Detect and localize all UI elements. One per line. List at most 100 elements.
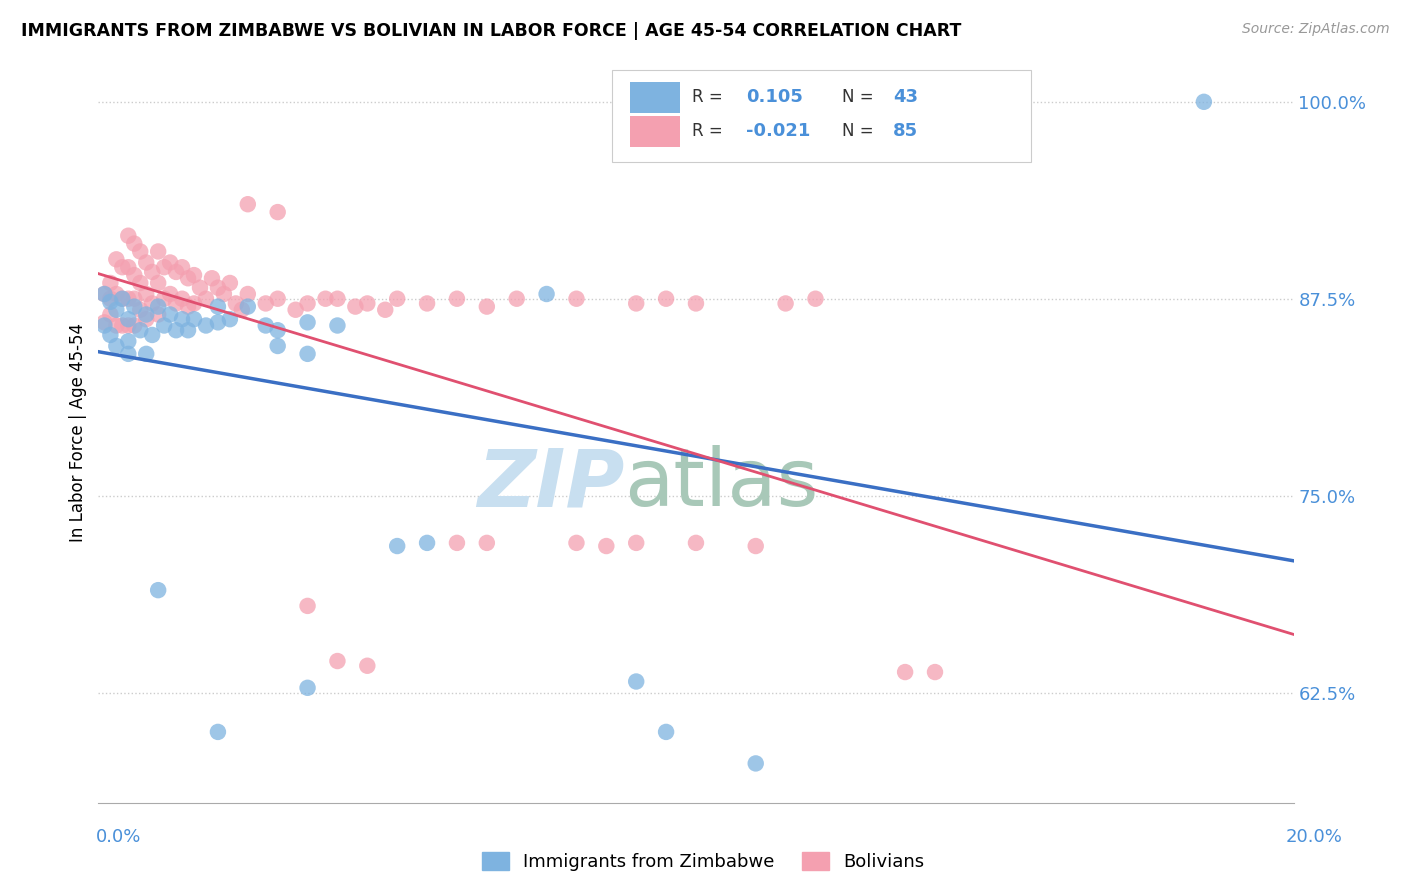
- Point: [141, 265, 163, 279]
- Point: [804, 292, 827, 306]
- Point: [565, 536, 588, 550]
- Point: [117, 347, 139, 361]
- Point: [124, 300, 146, 314]
- Point: [124, 318, 146, 333]
- Point: [626, 296, 648, 310]
- Point: [111, 318, 134, 333]
- Text: IMMIGRANTS FROM ZIMBABWE VS BOLIVIAN IN LABOR FORCE | AGE 45-54 CORRELATION CHAR: IMMIGRANTS FROM ZIMBABWE VS BOLIVIAN IN …: [21, 22, 962, 40]
- Point: [117, 228, 139, 243]
- Point: [385, 292, 409, 306]
- Point: [135, 312, 157, 326]
- Point: [595, 539, 617, 553]
- Point: [148, 300, 170, 314]
- Point: [93, 315, 115, 329]
- Point: [225, 296, 247, 310]
- Point: [93, 287, 115, 301]
- Text: 43: 43: [893, 88, 918, 106]
- Y-axis label: In Labor Force | Age 45-54: In Labor Force | Age 45-54: [69, 323, 87, 542]
- Point: [105, 302, 128, 317]
- Point: [135, 287, 157, 301]
- Point: [172, 260, 194, 275]
- Point: [267, 323, 290, 337]
- Point: [775, 296, 797, 310]
- Point: [565, 292, 588, 306]
- Point: [297, 315, 319, 329]
- Point: [153, 318, 176, 333]
- Text: R =: R =: [692, 88, 728, 106]
- Point: [98, 328, 122, 343]
- Point: [195, 292, 218, 306]
- Point: [207, 315, 229, 329]
- Point: [153, 292, 176, 306]
- Text: R =: R =: [692, 122, 728, 140]
- Point: [894, 665, 917, 679]
- Point: [745, 539, 768, 553]
- Text: -0.021: -0.021: [747, 122, 810, 140]
- Point: [105, 252, 128, 267]
- Point: [344, 300, 367, 314]
- Point: [165, 265, 187, 279]
- Point: [297, 681, 319, 695]
- Point: [135, 255, 157, 269]
- Point: [207, 725, 229, 739]
- Point: [148, 583, 170, 598]
- Text: 20.0%: 20.0%: [1286, 828, 1343, 846]
- Point: [326, 654, 349, 668]
- Point: [374, 302, 396, 317]
- Point: [745, 756, 768, 771]
- Point: [117, 334, 139, 349]
- Point: [159, 308, 181, 322]
- Point: [183, 296, 205, 310]
- Point: [117, 292, 139, 306]
- Point: [148, 276, 170, 290]
- Point: [148, 244, 170, 259]
- Point: [129, 302, 152, 317]
- Point: [135, 347, 157, 361]
- Point: [183, 268, 205, 282]
- Point: [129, 276, 152, 290]
- Point: [207, 300, 229, 314]
- Point: [236, 287, 259, 301]
- Point: [326, 292, 349, 306]
- Point: [98, 294, 122, 309]
- Text: 85: 85: [893, 122, 918, 140]
- Point: [297, 296, 319, 310]
- Point: [475, 536, 498, 550]
- Point: [177, 300, 200, 314]
- Point: [159, 287, 181, 301]
- FancyBboxPatch shape: [630, 82, 681, 112]
- Point: [111, 260, 134, 275]
- Point: [105, 318, 128, 333]
- Point: [446, 292, 468, 306]
- Point: [254, 296, 277, 310]
- Point: [446, 536, 468, 550]
- Point: [284, 302, 307, 317]
- Point: [416, 536, 439, 550]
- Point: [356, 296, 378, 310]
- Point: [254, 318, 277, 333]
- Point: [626, 536, 648, 550]
- Point: [105, 339, 128, 353]
- Point: [506, 292, 529, 306]
- Point: [124, 236, 146, 251]
- Point: [655, 292, 678, 306]
- Text: Source: ZipAtlas.com: Source: ZipAtlas.com: [1241, 22, 1389, 37]
- Point: [267, 292, 290, 306]
- Point: [111, 292, 134, 306]
- Point: [267, 339, 290, 353]
- Point: [416, 296, 439, 310]
- Text: ZIP: ZIP: [477, 445, 624, 524]
- Point: [267, 205, 290, 219]
- FancyBboxPatch shape: [613, 70, 1031, 162]
- Point: [177, 271, 200, 285]
- Point: [1192, 95, 1215, 109]
- Point: [626, 674, 648, 689]
- Text: N =: N =: [842, 88, 879, 106]
- Legend: Immigrants from Zimbabwe, Bolivians: Immigrants from Zimbabwe, Bolivians: [474, 845, 932, 879]
- Point: [117, 260, 139, 275]
- Point: [105, 287, 128, 301]
- Point: [165, 323, 187, 337]
- Point: [165, 296, 187, 310]
- Point: [685, 296, 707, 310]
- Point: [297, 347, 319, 361]
